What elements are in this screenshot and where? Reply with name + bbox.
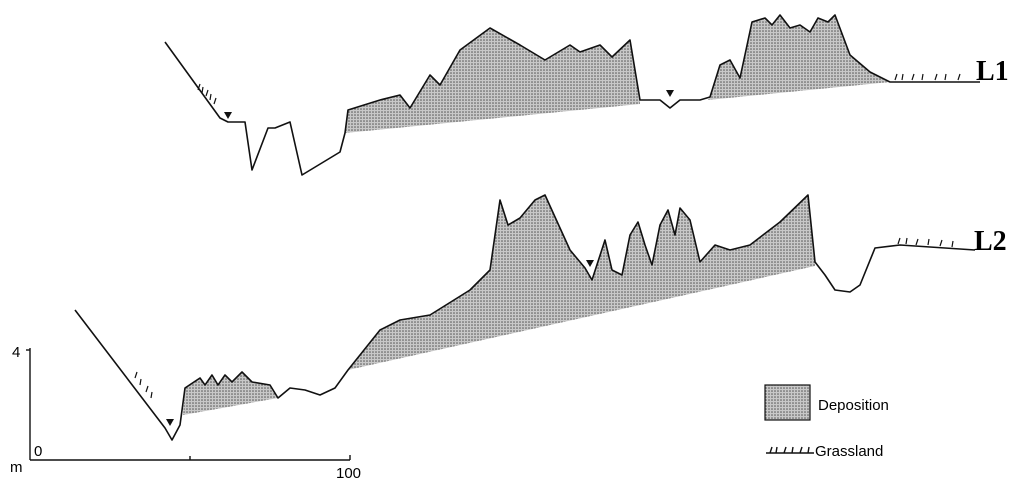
profile-line bbox=[164, 14, 980, 176]
profile-label: L2 bbox=[974, 226, 1007, 257]
deposition-area bbox=[183, 372, 278, 415]
scale-label: 4 bbox=[12, 344, 20, 361]
grass-tufts bbox=[134, 73, 961, 399]
scale-axes bbox=[26, 348, 351, 461]
profile-label: L1 bbox=[976, 56, 1009, 87]
legend-grass-symbol bbox=[766, 446, 814, 454]
scale-unit: m bbox=[10, 459, 23, 476]
scale-label: 0 bbox=[34, 443, 42, 460]
legend-label: Grassland bbox=[815, 443, 883, 460]
deposition-area bbox=[348, 195, 815, 370]
legend-label: Deposition bbox=[818, 397, 889, 414]
legend-swatch bbox=[764, 384, 811, 421]
deposition-area bbox=[708, 15, 890, 100]
water-markers bbox=[166, 90, 674, 426]
profile-line bbox=[74, 194, 976, 441]
deposition-area bbox=[345, 28, 640, 133]
scale-label: 100 bbox=[336, 465, 361, 482]
